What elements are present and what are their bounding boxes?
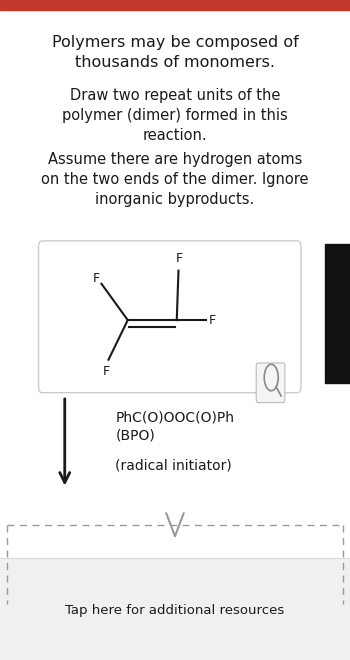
Text: Draw two repeat units of the: Draw two repeat units of the <box>70 88 280 103</box>
Text: (radical initiator): (radical initiator) <box>116 458 232 473</box>
Text: PhC(O)OOC(O)Ph: PhC(O)OOC(O)Ph <box>116 410 234 424</box>
FancyBboxPatch shape <box>38 241 301 393</box>
Text: F: F <box>209 314 216 327</box>
Text: F: F <box>93 272 100 285</box>
Bar <box>326 244 350 383</box>
Text: F: F <box>103 365 110 378</box>
Bar <box>0 558 350 660</box>
Text: thousands of monomers.: thousands of monomers. <box>75 55 275 70</box>
FancyBboxPatch shape <box>256 363 285 403</box>
Text: F: F <box>175 252 182 265</box>
Text: Assume there are hydrogen atoms: Assume there are hydrogen atoms <box>48 152 302 167</box>
Text: Tap here for additional resources: Tap here for additional resources <box>65 604 285 617</box>
Text: on the two ends of the dimer. Ignore: on the two ends of the dimer. Ignore <box>41 172 309 187</box>
Text: inorganic byproducts.: inorganic byproducts. <box>95 192 254 207</box>
Text: reaction.: reaction. <box>143 128 207 143</box>
Bar <box>0 0 350 10</box>
Text: polymer (dimer) formed in this: polymer (dimer) formed in this <box>62 108 288 123</box>
Text: Polymers may be composed of: Polymers may be composed of <box>51 36 298 50</box>
Text: (BPO): (BPO) <box>116 428 155 443</box>
